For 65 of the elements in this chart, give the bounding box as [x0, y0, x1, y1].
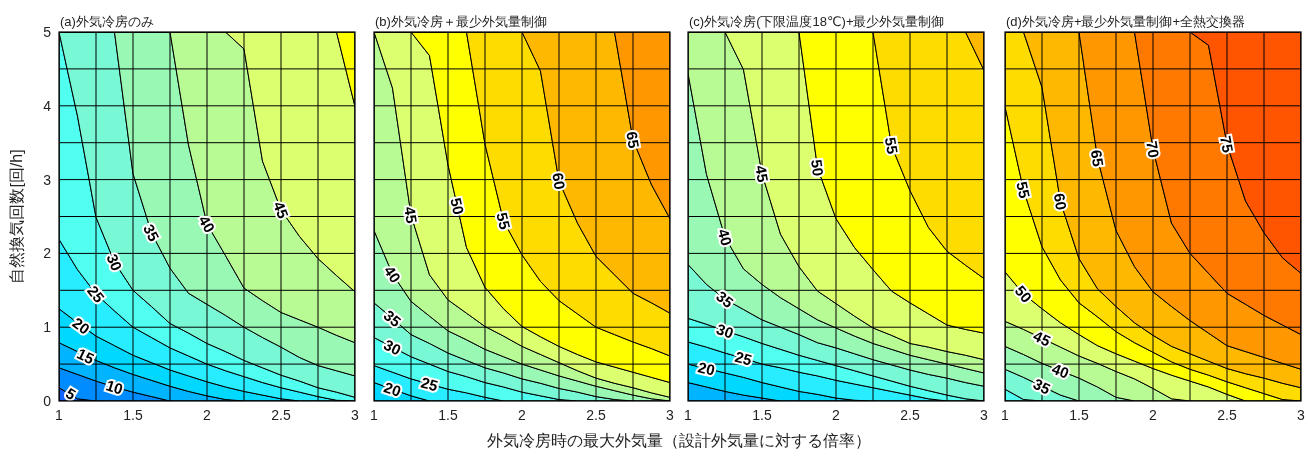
annotation: 25	[419, 373, 440, 395]
annotation: 10	[103, 376, 126, 398]
annotation: 55	[493, 210, 514, 232]
annotation: 50	[1011, 282, 1036, 306]
x-axis-title: 外気冷房時の最大外気量（設計外気量に対する倍率）	[487, 432, 871, 449]
annotation: 40	[380, 262, 405, 286]
annotation: 75	[1217, 134, 1237, 154]
x-tick-label: 2	[832, 407, 841, 423]
annotation: 45	[752, 163, 772, 184]
x-tick-label: 2.5	[1217, 407, 1237, 423]
x-tick-label: 1	[1001, 407, 1010, 423]
annotation: 65	[1087, 148, 1108, 168]
annotation: 50	[447, 196, 468, 217]
chart-title: (b)外気冷房＋最少外気量制御	[375, 14, 547, 29]
annotation: 20	[69, 313, 93, 338]
y-tick-label: 5	[43, 24, 52, 40]
annotation: 55	[1013, 179, 1034, 200]
annotation: 35	[140, 221, 163, 245]
annotation: 20	[381, 378, 404, 401]
y-tick-label: 1	[43, 319, 52, 336]
x-tick-label: 3	[351, 407, 360, 423]
annotation: 30	[103, 251, 126, 274]
annotation: 15	[74, 344, 97, 368]
chart-title: (d)外気冷房+最少外気量制御+全熱交換器	[1006, 14, 1246, 29]
x-tick-label: 3	[666, 407, 675, 423]
annotation: 70	[1143, 139, 1163, 159]
y-tick-label: 2	[43, 245, 52, 262]
x-tick-label: 2.5	[900, 407, 920, 423]
chart-title: (c)外気冷房(下限温度18℃)+最少外気量制御	[689, 14, 945, 29]
x-tick-label: 3	[1297, 407, 1306, 423]
x-tick-label: 2.5	[271, 407, 291, 423]
annotation: 30	[714, 320, 736, 342]
x-tick-label: 2	[518, 407, 527, 423]
annotation: 35	[713, 287, 737, 312]
x-tick-label: 1	[55, 407, 64, 423]
annotation: 60	[549, 171, 569, 191]
y-axis-title: 自然換気回数[回/h]	[8, 149, 25, 284]
y-tick-label: 3	[43, 171, 52, 188]
y-tick-label: 0	[43, 393, 52, 409]
x-tick-label: 1.5	[123, 407, 143, 423]
x-tick-label: 2	[1149, 407, 1158, 423]
x-tick-label: 2.5	[586, 407, 606, 423]
x-tick-label: 1.5	[752, 407, 772, 423]
annotation: 40	[195, 212, 219, 236]
x-tick-label: 1.5	[438, 407, 458, 423]
annotation: 40	[714, 226, 736, 248]
annotation: 45	[1030, 327, 1054, 350]
annotation: 20	[696, 358, 717, 379]
annotation: 30	[381, 335, 404, 359]
x-tick-label: 1	[370, 407, 379, 423]
x-tick-label: 1	[684, 407, 693, 423]
annotation: 60	[1050, 192, 1071, 212]
annotation: 55	[881, 136, 902, 156]
annotation: 25	[733, 347, 754, 369]
annotation: 65	[623, 130, 643, 150]
annotation: 35	[380, 306, 405, 331]
annotation: 50	[807, 158, 828, 178]
y-tick-label: 4	[43, 97, 52, 114]
annotation: 45	[270, 199, 292, 221]
x-tick-label: 2	[203, 407, 212, 423]
x-tick-label: 1.5	[1069, 407, 1089, 423]
annotation: 25	[84, 282, 108, 306]
chart-title: (a)外気冷房のみ	[60, 14, 154, 29]
x-tick-label: 3	[980, 407, 989, 423]
annotation: 5	[62, 384, 79, 404]
